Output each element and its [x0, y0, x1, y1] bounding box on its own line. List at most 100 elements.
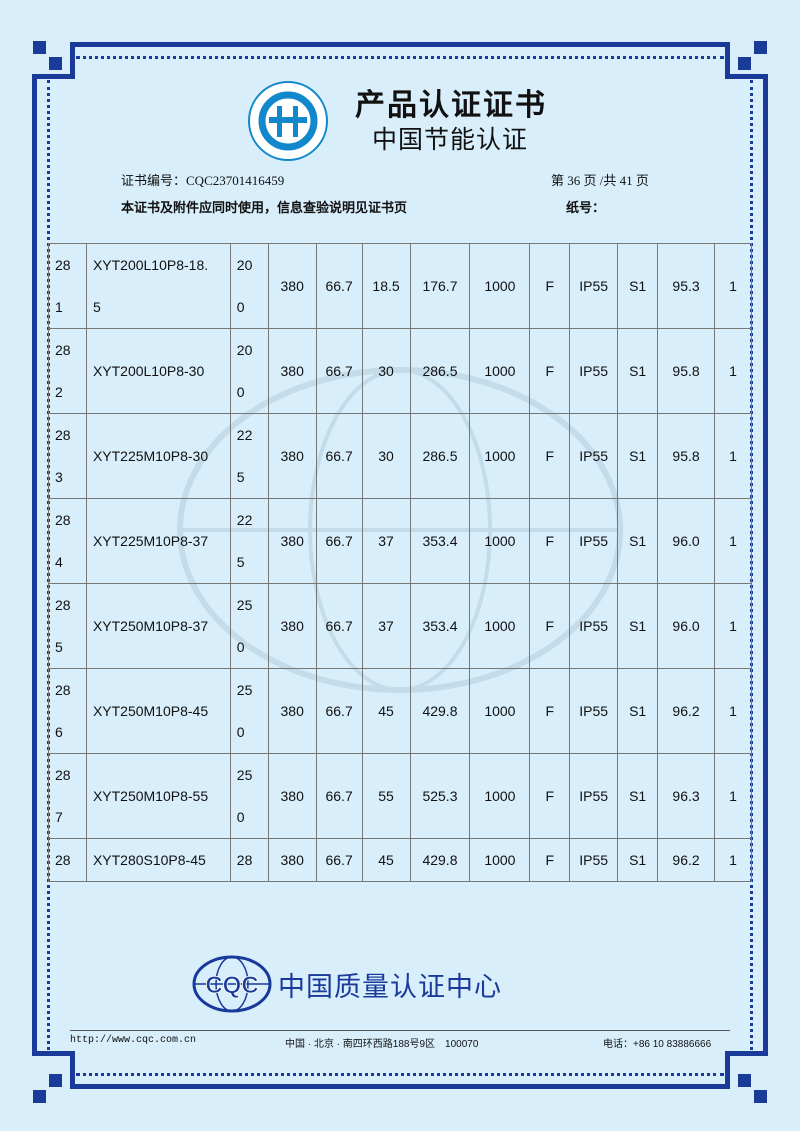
address: 中国 · 北京 · 南四环西路188号9区 100070 — [285, 1039, 479, 1050]
cell-text: 0 — [236, 724, 245, 740]
cell-model: XYT250M10P8-55 — [85, 753, 231, 839]
cell-nm: 525.3 — [409, 753, 471, 839]
cell-hz: 66.7 — [315, 413, 363, 499]
cell-duty: S1 — [617, 668, 659, 754]
cell-model: XYT280S10P8-45 — [85, 838, 231, 882]
cell-nm: 286.5 — [409, 413, 471, 499]
cell-v: 380 — [267, 413, 317, 499]
cell-text: 28 — [55, 512, 71, 528]
cell-text: XYT200L10P8-18. — [92, 257, 209, 273]
cell-no: 28 — [48, 838, 87, 882]
cell-text: 28 — [55, 852, 71, 868]
cell-frame: 25 0 — [229, 668, 269, 754]
cell-ins: F — [529, 243, 571, 329]
cell-grade: 1 — [713, 328, 753, 414]
energy-conservation-logo-icon — [248, 81, 328, 161]
cell-kw: 37 — [361, 498, 411, 584]
cell-text: 5 — [92, 299, 101, 315]
cell-ip: IP55 — [569, 583, 619, 669]
cell-model: XYT250M10P8-45 — [85, 668, 231, 754]
cell-hz: 66.7 — [315, 668, 363, 754]
cell-ins: F — [529, 413, 571, 499]
cell-v: 380 — [267, 498, 317, 584]
cell-ins: F — [529, 583, 571, 669]
cell-model: XYT225M10P8-30 — [85, 413, 231, 499]
cqc-logo-text: CQC — [205, 972, 258, 999]
cell-hz: 66.7 — [315, 498, 363, 584]
cell-no: 28 4 — [48, 498, 87, 584]
organization-name: 中国质量认证中心 — [278, 972, 502, 1003]
cell-rpm: 1000 — [469, 498, 531, 584]
usage-notice: 本证书及附件应同时使用，信息查验说明见证书页 — [121, 201, 408, 216]
cell-kw: 55 — [361, 753, 411, 839]
cell-duty: S1 — [617, 838, 659, 882]
cell-text: 5 — [55, 639, 63, 655]
cell-frame: 28 — [229, 838, 269, 882]
cell-grade: 1 — [713, 753, 753, 839]
cell-hz: 66.7 — [315, 243, 363, 329]
cell-text: 25 — [236, 597, 253, 613]
cell-frame: 22 5 — [229, 413, 269, 499]
cell-text: 25 — [236, 682, 253, 698]
cell-kw: 30 — [361, 413, 411, 499]
footer-divider — [70, 1030, 730, 1031]
paper-number-label: 纸号： — [566, 201, 606, 216]
cell-hz: 66.7 — [315, 753, 363, 839]
table-row: 28 7 XYT250M10P8-55 25 0 380 66.7 55 525.3 1000 F I… — [48, 753, 753, 839]
cell-text: 28 — [55, 257, 71, 273]
cell-rpm: 1000 — [469, 328, 531, 414]
cell-text: XYT225M10P8-37 — [92, 533, 209, 549]
cell-kw: 45 — [361, 838, 411, 882]
cell-kw: 37 — [361, 583, 411, 669]
cell-eff: 95.8 — [657, 328, 715, 414]
cell-grade: 1 — [713, 668, 753, 754]
cell-nm: 286.5 — [409, 328, 471, 414]
cqc-logo-icon: CQC — [192, 955, 272, 1013]
cell-eff: 96.2 — [657, 838, 715, 882]
cell-eff: 96.0 — [657, 498, 715, 584]
cell-ins: F — [529, 753, 571, 839]
cell-text: 28 — [55, 682, 71, 698]
cell-text: 4 — [55, 554, 63, 570]
table-row: 28 1 XYT200L10P8-18. 5 20 0 380 66.7 18.5 176.7 10… — [48, 243, 753, 329]
cell-kw: 45 — [361, 668, 411, 754]
cell-nm: 353.4 — [409, 498, 471, 584]
phone: 电话：+86 10 83886666 — [603, 1039, 712, 1050]
cell-frame: 25 0 — [229, 583, 269, 669]
page-title: 产品认证证书 — [355, 88, 547, 123]
cell-grade: 1 — [713, 243, 753, 329]
cell-eff: 95.3 — [657, 243, 715, 329]
cell-model: XYT200L10P8-30 — [85, 328, 231, 414]
cell-no: 28 1 — [48, 243, 87, 329]
cell-model: XYT200L10P8-18. 5 — [85, 243, 231, 329]
cell-ip: IP55 — [569, 668, 619, 754]
cell-rpm: 1000 — [469, 838, 531, 882]
product-table: 28 1 XYT200L10P8-18. 5 20 0 380 66.7 18.5 176.7 10… — [48, 243, 753, 882]
cell-rpm: 1000 — [469, 668, 531, 754]
cell-duty: S1 — [617, 498, 659, 584]
cell-text: 3 — [55, 469, 63, 485]
cell-eff: 96.2 — [657, 668, 715, 754]
cell-text: 7 — [55, 809, 63, 825]
cell-v: 380 — [267, 838, 317, 882]
cell-ip: IP55 — [569, 838, 619, 882]
cell-v: 380 — [267, 668, 317, 754]
cell-eff: 96.0 — [657, 583, 715, 669]
cell-text: 5 — [236, 469, 245, 485]
table-row: 28 4 XYT225M10P8-37 22 5 380 66.7 37 353.4 1000 F I… — [48, 498, 753, 584]
cell-v: 380 — [267, 583, 317, 669]
cell-text: 6 — [55, 724, 63, 740]
cell-eff: 95.8 — [657, 413, 715, 499]
table-row: 28 3 XYT225M10P8-30 22 5 380 66.7 30 286.5 1000 F I… — [48, 413, 753, 499]
cell-text: XYT225M10P8-30 — [92, 448, 209, 464]
cell-no: 28 6 — [48, 668, 87, 754]
cell-model: XYT250M10P8-37 — [85, 583, 231, 669]
cell-frame: 20 0 — [229, 328, 269, 414]
cell-eff: 96.3 — [657, 753, 715, 839]
cell-rpm: 1000 — [469, 583, 531, 669]
cell-nm: 429.8 — [409, 838, 471, 882]
website-link[interactable]: http://www.cqc.com.cn — [70, 1035, 197, 1046]
cell-model: XYT225M10P8-37 — [85, 498, 231, 584]
cell-rpm: 1000 — [469, 413, 531, 499]
cell-nm: 353.4 — [409, 583, 471, 669]
